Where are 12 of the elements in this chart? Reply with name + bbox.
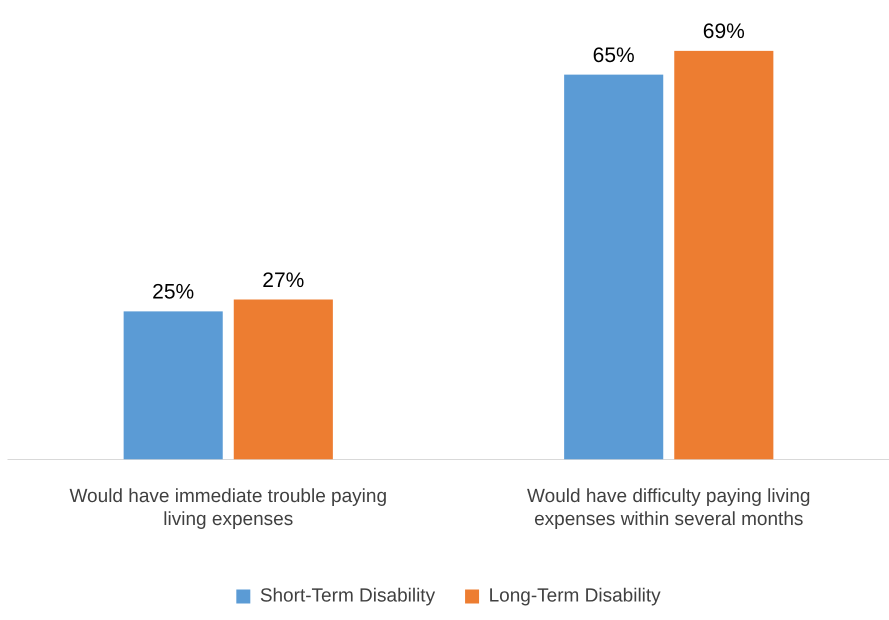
data-label: 69% <box>702 20 745 44</box>
data-label: 27% <box>262 268 304 292</box>
data-label: 65% <box>592 44 635 67</box>
x-tick-label: Would have immediate trouble paying living expenses <box>69 486 388 530</box>
bar <box>564 74 664 460</box>
legend-label: Long-Term Disability <box>488 586 662 607</box>
x-tick-label: Would have difficulty paying living expenses within several months <box>527 486 810 530</box>
bar <box>124 311 223 460</box>
data-label: 25% <box>152 280 194 304</box>
bar <box>234 300 333 460</box>
bar <box>674 50 774 460</box>
legend-label: Short-Term Disability <box>260 586 436 607</box>
